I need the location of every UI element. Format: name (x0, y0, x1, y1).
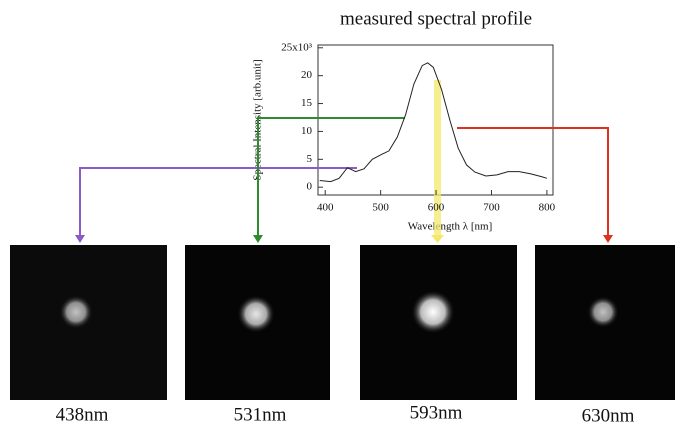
connectors (75, 80, 613, 243)
spot (411, 290, 455, 334)
x-tick-label: 400 (317, 202, 334, 214)
spot (59, 295, 93, 329)
spectrum-line (319, 62, 548, 183)
panel-label: 438nm (56, 404, 109, 425)
panel-label: 531nm (234, 404, 287, 425)
panel-label: 630nm (582, 405, 635, 426)
y-tick-label: 20 (301, 69, 313, 81)
spot (587, 296, 619, 328)
band-593 (434, 80, 441, 237)
arrowhead (431, 235, 444, 243)
arrow-531 (257, 117, 405, 237)
spot (237, 295, 275, 333)
y-tick-label: 5 (307, 153, 313, 165)
x-tick-label: 600 (428, 202, 445, 214)
arrowhead (603, 235, 613, 243)
panels: 438nm 531nm 593nm 630nm (10, 245, 675, 426)
x-tick-label: 700 (483, 202, 500, 214)
y-tick-label: 15 (301, 97, 313, 109)
x-axis-label: Wavelength λ [nm] (408, 221, 492, 233)
x-tick-label: 800 (539, 202, 556, 214)
arrowhead (75, 235, 85, 243)
y-tick-label: 0 (307, 181, 313, 193)
y-tick-label: 10 (301, 125, 313, 137)
arrowhead (253, 235, 263, 243)
chart-title: measured spectral profile (340, 8, 532, 29)
y-tick-label: 25x10³ (281, 41, 313, 53)
arrow-438 (79, 167, 357, 237)
x-tick-label: 500 (372, 202, 389, 214)
arrow-630 (457, 127, 609, 237)
panel-label: 593nm (410, 402, 463, 423)
